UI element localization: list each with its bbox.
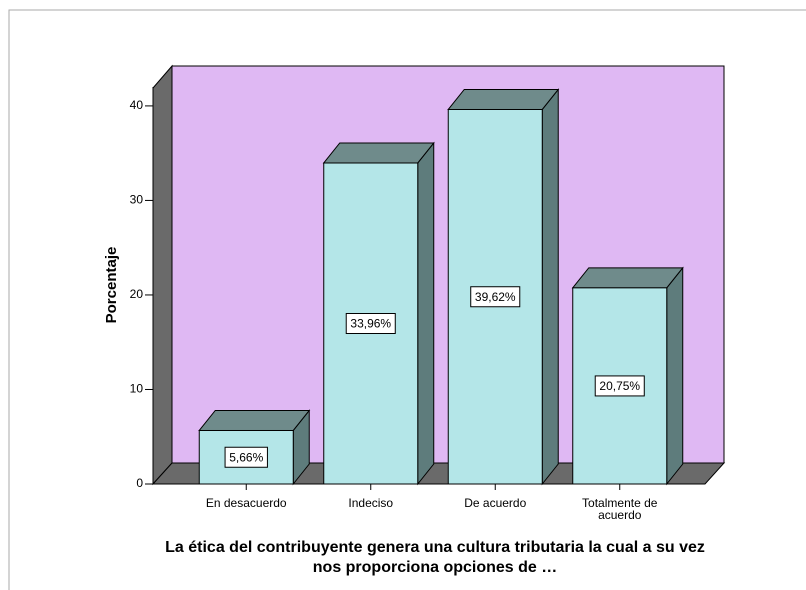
bar-top	[447, 88, 560, 110]
value-label-box	[345, 312, 396, 334]
bar-top	[571, 267, 684, 289]
x-tick-label: Totalmente de acuerdo	[582, 496, 658, 522]
y-tick-label: 20	[130, 287, 144, 301]
bar-side	[541, 88, 559, 486]
x-axis-title: La ética del contribuyente genera una cu…	[165, 539, 705, 576]
value-label-box	[594, 375, 645, 397]
left-wall	[152, 64, 173, 486]
value-label: 39,62%	[475, 290, 516, 304]
x-tick-label: Indeciso	[348, 496, 394, 510]
x-tick-label: De acuerdo	[464, 496, 527, 510]
value-label: 33,96%	[350, 317, 391, 331]
value-label: 5,66%	[229, 450, 263, 464]
value-label-box	[224, 446, 268, 468]
bar-side	[417, 141, 435, 486]
y-tick-label: 40	[130, 98, 144, 112]
y-tick-label: 0	[136, 476, 143, 490]
y-axis-label: Porcentaje	[103, 247, 120, 324]
x-tick-label: En desacuerdo	[205, 496, 287, 510]
value-label-box	[470, 286, 521, 308]
bar-top	[322, 142, 435, 164]
y-tick-label: 30	[130, 193, 144, 207]
bar-top	[198, 409, 311, 431]
y-tick-label: 10	[130, 382, 144, 396]
bar-side	[666, 266, 684, 486]
value-label: 20,75%	[599, 379, 640, 393]
frame-border	[8, 9, 806, 590]
